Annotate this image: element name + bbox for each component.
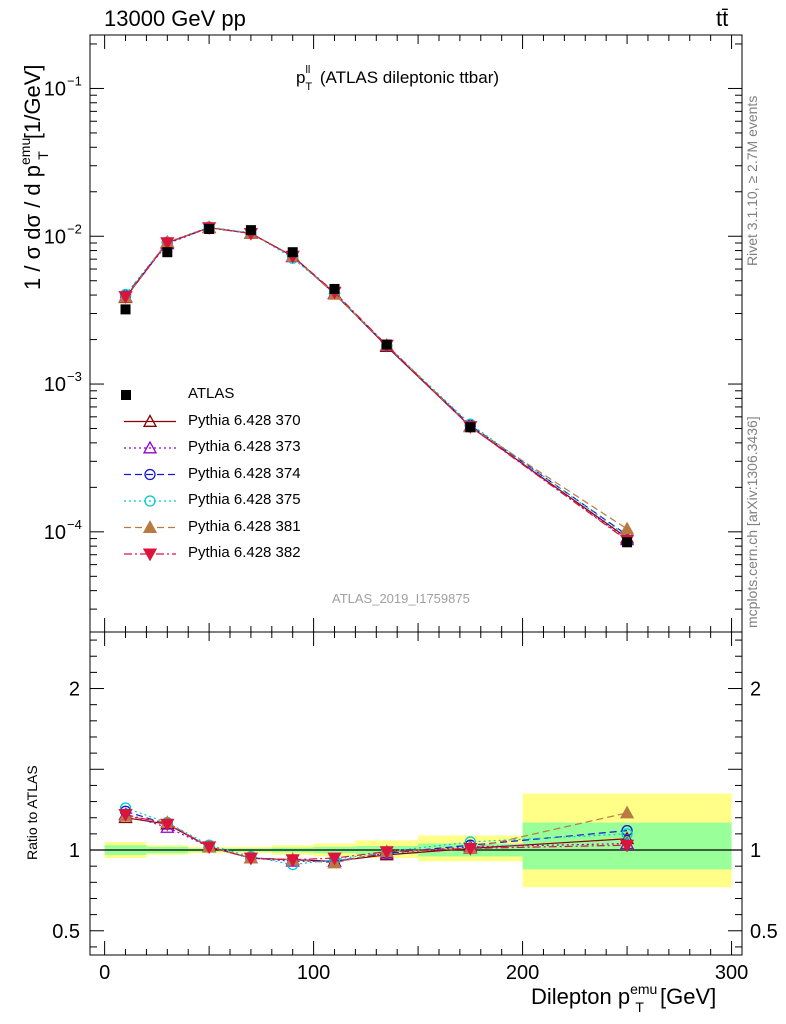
y-tick-label-exponent: −4 <box>67 517 82 532</box>
process-label: tt̄ <box>716 6 729 31</box>
data-point <box>465 422 476 433</box>
legend-label: Pythia 6.428 375 <box>188 491 301 508</box>
legend-marker <box>144 468 156 481</box>
rivet-version-label: Rivet 3.1.10, ≥ 2.7M events <box>744 95 760 266</box>
data-point <box>622 537 633 548</box>
y-label-subscript: T <box>35 151 51 160</box>
y-tick-label-top: 10 <box>44 226 66 248</box>
legend-label: Pythia 6.428 373 <box>188 438 301 455</box>
x-tick-label: 200 <box>506 962 539 984</box>
series-line <box>125 227 628 541</box>
ratio-series-point <box>285 854 300 868</box>
x-label-suffix: [GeV] <box>660 984 717 1009</box>
ratio-series-line <box>125 812 628 864</box>
data-point <box>381 339 392 350</box>
ratio-series-point <box>202 841 217 855</box>
legend-label-data: ATLAS <box>188 385 235 402</box>
series-point <box>160 237 175 251</box>
legend-label: Pythia 6.428 382 <box>188 544 301 561</box>
x-tick-label: 300 <box>715 962 748 984</box>
y-label-prefix: 1 / σ dσ / d p <box>20 165 45 290</box>
legend-label: Pythia 6.428 381 <box>188 517 301 535</box>
legend-marker <box>142 440 158 454</box>
analysis-id: ATLAS_2019_I1759875 <box>332 591 470 606</box>
observable-subscript: T <box>305 81 313 93</box>
y-label-suffix: [1/GeV] <box>20 64 45 140</box>
main-panel-frame <box>89 34 743 633</box>
x-label-subscript: T <box>635 999 644 1015</box>
ratio-series-point <box>118 809 133 822</box>
ratio-series-point <box>621 824 633 837</box>
ratio-uncertainty-bands <box>90 793 742 888</box>
x-tick-label: 100 <box>297 962 330 984</box>
ratio-series-point <box>327 852 342 866</box>
ratio-series-point <box>619 839 635 853</box>
ratio-panel-frame <box>89 631 743 956</box>
y-tick-label-exponent: −1 <box>67 73 82 88</box>
x-tick-label: 0 <box>99 962 110 984</box>
legend-marker <box>142 520 158 533</box>
data-point <box>120 304 131 315</box>
y-tick-label-ratio-right: 1 <box>750 840 761 862</box>
plot-frames <box>89 34 743 956</box>
energy-label: 13000 GeV pp <box>104 6 246 31</box>
data-point <box>287 247 298 258</box>
ratio-series-point <box>619 805 635 819</box>
legend-marker-data <box>121 390 131 400</box>
y-tick-label-ratio: 2 <box>69 679 80 701</box>
legend-label: Pythia 6.428 374 <box>188 464 301 482</box>
y-tick-label-exponent: −3 <box>67 369 82 384</box>
ratio-panel-series <box>118 802 635 871</box>
legend-marker <box>144 495 156 507</box>
ratio-series-point <box>621 828 633 840</box>
y-tick-label-ratio-right: 0.5 <box>750 921 778 943</box>
x-label-prefix: Dilepton p <box>531 984 631 1009</box>
ratio-series-point <box>243 852 259 866</box>
y-tick-label-ratio-right: 2 <box>750 679 761 701</box>
legend-markers <box>121 390 176 562</box>
data-point <box>245 225 256 236</box>
x-axis-label: Dilepton pemu T [GeV] <box>531 981 717 1015</box>
data-point <box>162 247 173 258</box>
mcplots-credit-label: mcplots.cern.ch [arXiv:1306.3436] <box>744 416 760 628</box>
ratio-series-point <box>160 818 175 832</box>
observable-description: (ATLAS dileptonic ttbar) <box>319 68 500 87</box>
observable-symbol: p <box>296 68 306 87</box>
y-tick-label-top: 10 <box>44 78 66 100</box>
series-line <box>125 226 628 537</box>
y-tick-label-ratio: 1 <box>69 840 80 862</box>
y-tick-label-top: 10 <box>44 374 66 396</box>
y-axis-label-top: 1 / σ dσ / d pemu T [1/GeV] <box>17 64 51 290</box>
legend-marker <box>142 548 158 562</box>
observable-superscript: ll <box>305 64 311 76</box>
y-tick-label-ratio: 0.5 <box>52 921 80 943</box>
legend-label: Pythia 6.428 370 <box>188 411 301 429</box>
data-point <box>204 223 215 234</box>
y-tick-label-top: 10 <box>44 522 66 544</box>
series-point <box>619 521 635 535</box>
ratio-series-line <box>125 813 628 861</box>
ratio-series-point <box>379 846 394 859</box>
y-axis-label-ratio: Ratio to ATLAS <box>24 765 40 860</box>
series-point <box>118 291 133 304</box>
observable-title: pll T (ATLAS dileptonic ttbar) <box>296 64 500 93</box>
y-label-superscript: emu <box>17 137 33 165</box>
series-line <box>125 227 628 536</box>
ratio-series-point <box>463 842 478 856</box>
main-panel-series <box>118 220 635 548</box>
legend-marker <box>142 414 158 427</box>
y-tick-label-exponent: −2 <box>67 221 82 236</box>
x-label-superscript: emu <box>630 981 658 997</box>
data-point <box>329 283 340 294</box>
